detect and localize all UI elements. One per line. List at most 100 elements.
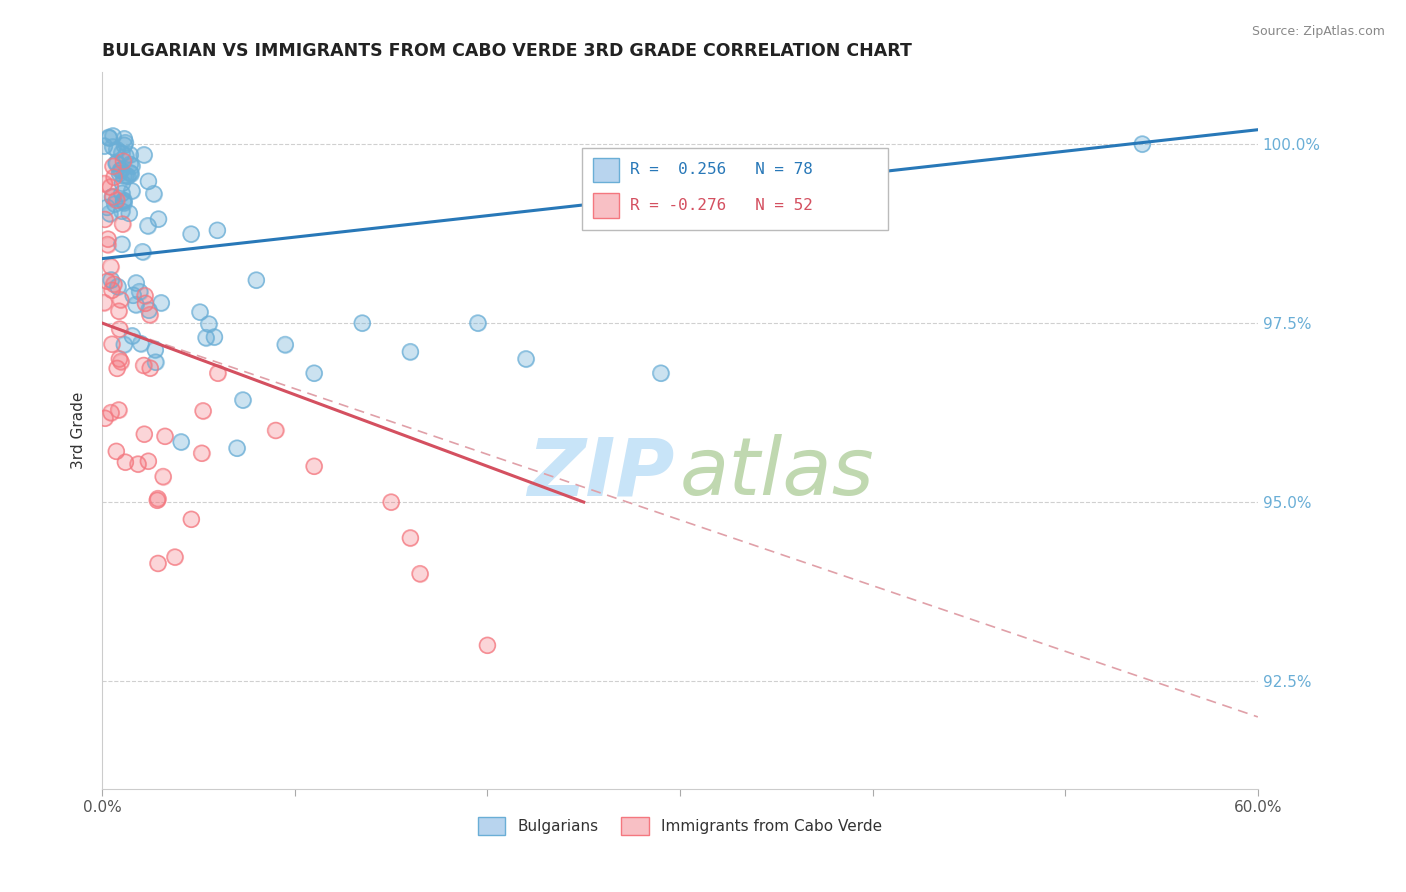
Point xyxy=(101,337,124,351)
Point xyxy=(226,441,249,455)
Point xyxy=(195,331,218,345)
Point xyxy=(112,154,135,169)
Point xyxy=(100,406,122,420)
Point xyxy=(146,491,169,506)
Point xyxy=(146,493,169,508)
Point xyxy=(114,149,136,163)
Point xyxy=(138,303,160,318)
Point xyxy=(96,274,118,288)
Point xyxy=(110,163,132,178)
Point xyxy=(105,193,128,207)
Point xyxy=(232,392,254,407)
Point xyxy=(104,156,127,170)
Point xyxy=(101,140,124,154)
Point xyxy=(121,159,143,173)
Point xyxy=(108,163,131,178)
Point xyxy=(111,186,134,201)
Point xyxy=(108,166,131,180)
Point xyxy=(139,361,162,376)
Point xyxy=(120,157,142,171)
Point xyxy=(180,512,202,526)
Point xyxy=(143,343,166,357)
Point xyxy=(104,197,127,211)
Point xyxy=(139,308,162,322)
Point xyxy=(380,495,402,509)
Point xyxy=(104,156,127,170)
Point xyxy=(105,361,128,376)
Point xyxy=(120,147,142,161)
Point xyxy=(153,429,176,443)
Point xyxy=(108,166,131,180)
Point xyxy=(118,206,141,220)
Point xyxy=(101,283,124,297)
Point xyxy=(399,531,422,545)
Point xyxy=(197,317,219,331)
Point xyxy=(146,557,169,571)
Point xyxy=(136,454,159,468)
Point xyxy=(191,404,214,418)
Point xyxy=(127,457,149,471)
Point xyxy=(188,305,211,319)
Point xyxy=(163,550,186,565)
Point xyxy=(114,455,136,469)
Point xyxy=(96,274,118,288)
Point xyxy=(97,130,120,145)
Point xyxy=(1130,136,1153,151)
Point xyxy=(112,132,135,146)
Point xyxy=(93,139,115,153)
Point xyxy=(101,128,124,143)
Point xyxy=(110,163,132,178)
Point xyxy=(152,469,174,483)
Point xyxy=(121,328,143,343)
Point xyxy=(477,638,499,652)
Point xyxy=(101,190,124,204)
Text: R = -0.276   N = 52: R = -0.276 N = 52 xyxy=(630,198,813,213)
Point xyxy=(125,298,148,312)
Point xyxy=(111,176,134,190)
Point xyxy=(207,366,229,380)
Point xyxy=(97,237,120,252)
Point xyxy=(139,308,162,322)
Point xyxy=(136,219,159,233)
Point xyxy=(114,455,136,469)
Point xyxy=(121,184,143,198)
Point xyxy=(112,169,135,183)
Point xyxy=(93,139,115,153)
Point xyxy=(104,197,127,211)
Point xyxy=(97,232,120,246)
Bar xyxy=(593,158,619,182)
Point xyxy=(146,491,169,506)
Point xyxy=(148,212,170,227)
Point xyxy=(180,227,202,241)
Point xyxy=(146,557,169,571)
Point xyxy=(108,304,131,318)
Point xyxy=(103,170,125,185)
Point xyxy=(112,138,135,153)
Point xyxy=(97,237,120,252)
Point xyxy=(467,316,489,330)
Point xyxy=(138,174,160,188)
Point xyxy=(105,444,128,458)
Point xyxy=(112,194,135,209)
Point xyxy=(100,273,122,287)
Point xyxy=(170,434,193,449)
Point xyxy=(245,273,267,287)
Point xyxy=(121,184,143,198)
Point xyxy=(96,201,118,215)
Point xyxy=(170,434,193,449)
Point xyxy=(132,148,155,162)
Point xyxy=(232,392,254,407)
Point xyxy=(142,186,165,201)
Point xyxy=(110,293,132,307)
Point xyxy=(191,404,214,418)
Point xyxy=(134,427,156,442)
Point xyxy=(190,446,212,460)
Point xyxy=(98,180,121,194)
Point xyxy=(117,169,139,184)
Point xyxy=(120,147,142,161)
Point xyxy=(1130,136,1153,151)
Point xyxy=(146,493,169,508)
Point xyxy=(101,160,124,174)
Point xyxy=(190,446,212,460)
Point xyxy=(111,217,134,231)
